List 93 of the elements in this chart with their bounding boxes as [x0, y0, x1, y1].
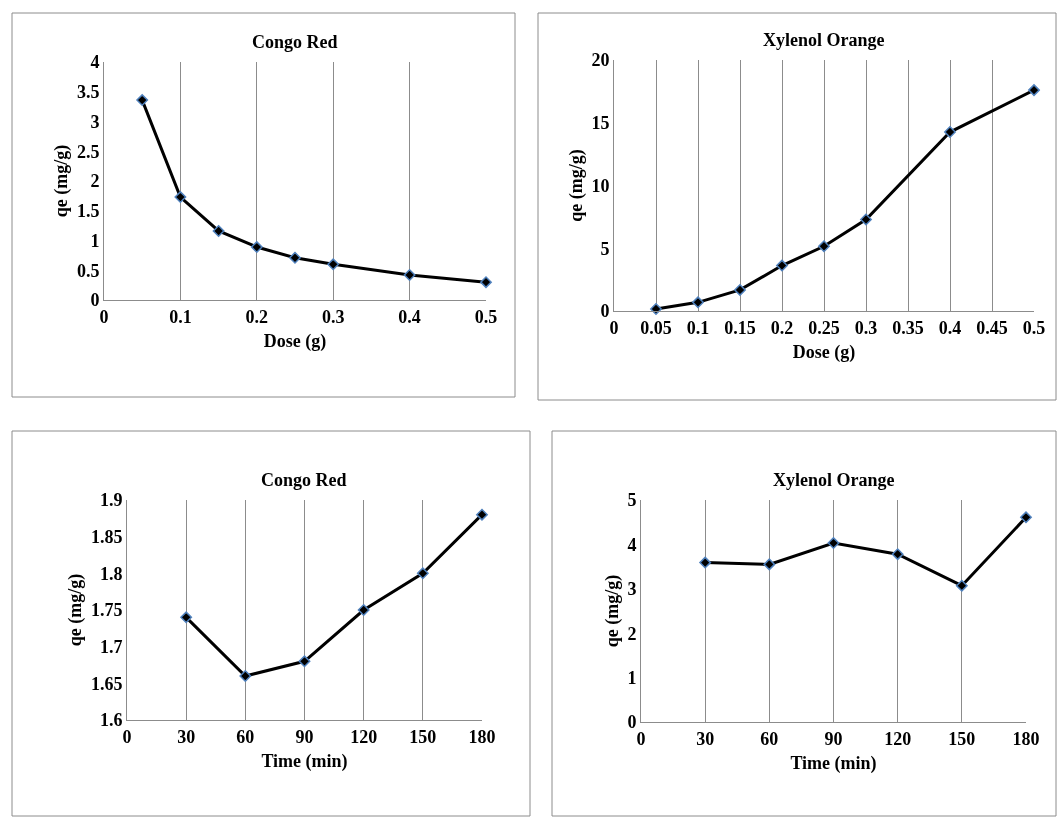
- y-tick-label: 1: [90, 230, 100, 251]
- y-axis-title: qe (mg/g): [601, 574, 623, 648]
- x-tick-label: 0.4: [938, 317, 962, 338]
- y-tick-label: 0: [90, 290, 100, 311]
- x-tick-label: 180: [1012, 728, 1040, 749]
- point: [416, 567, 429, 580]
- y-tick-label: 10: [591, 175, 610, 196]
- x-axis-title: Time (min): [790, 752, 877, 774]
- point: [891, 548, 904, 561]
- point: [403, 269, 416, 281]
- y-tick-label: 3: [90, 111, 100, 132]
- y-tick-label: 4: [90, 52, 100, 73]
- point: [734, 283, 746, 296]
- y-tick-label: 1.65: [90, 673, 123, 694]
- point: [289, 251, 301, 264]
- y-axis-title: qe (mg/g): [565, 149, 587, 222]
- point: [1028, 84, 1040, 97]
- x-axis-title: Dose (g): [263, 330, 327, 352]
- y-tick-label: 1.8: [99, 563, 123, 584]
- x-tick-label: 0.5: [1022, 317, 1046, 338]
- point: [763, 558, 776, 571]
- x-tick-label: 180: [468, 726, 496, 747]
- point: [650, 303, 662, 315]
- chart-title: Congo Red: [252, 32, 338, 52]
- y-tick-label: 0: [627, 712, 637, 733]
- y-tick-label: 1.7: [99, 636, 123, 657]
- point: [827, 537, 840, 550]
- point: [476, 508, 488, 521]
- x-tick-label: 0.2: [245, 306, 269, 327]
- y-tick-label: 5: [627, 490, 637, 511]
- x-tick-label: 0.3: [321, 306, 345, 327]
- point: [860, 213, 872, 226]
- chart-title: Xylenol Orange: [763, 30, 885, 50]
- x-tick-label: 120: [350, 726, 378, 747]
- x-tick-label: 60: [760, 728, 779, 749]
- y-tick-label: 0.5: [76, 260, 100, 281]
- point: [180, 611, 193, 624]
- x-tick-label: 0.1: [169, 306, 192, 327]
- x-tick-label: 90: [295, 726, 314, 747]
- x-tick-label: 120: [884, 728, 912, 749]
- y-tick-label: 3: [627, 579, 637, 600]
- y-tick-label: 20: [591, 50, 610, 71]
- point: [944, 126, 956, 138]
- y-tick-label: 1: [627, 667, 637, 688]
- y-tick-label: 5: [600, 238, 610, 259]
- y-axis-title: qe (mg/g): [65, 573, 87, 647]
- chart-title: Congo Red: [261, 470, 347, 490]
- point: [692, 296, 704, 309]
- y-tick-label: 4: [627, 534, 637, 555]
- y-tick-label: 15: [591, 113, 610, 134]
- point: [239, 670, 252, 682]
- x-tick-label: 150: [948, 728, 976, 749]
- x-tick-label: 150: [409, 726, 437, 747]
- point: [699, 556, 712, 569]
- x-tick-label: 0.05: [640, 317, 672, 338]
- x-tick-label: 0.2: [770, 317, 794, 338]
- point: [480, 276, 492, 289]
- point: [776, 259, 788, 272]
- y-tick-label: 1.85: [90, 526, 123, 547]
- x-tick-label: 60: [236, 726, 255, 747]
- point: [250, 241, 263, 253]
- y-tick-label: 2: [90, 171, 100, 192]
- point: [955, 579, 968, 592]
- x-tick-label: 0.3: [854, 317, 878, 338]
- y-tick-label: 2: [627, 623, 637, 644]
- x-tick-label: 0.4: [398, 306, 421, 327]
- x-tick-label: 0.25: [808, 317, 840, 338]
- x-tick-label: 0.15: [724, 317, 756, 338]
- x-tick-label: 30: [177, 726, 196, 747]
- x-tick-label: 30: [696, 728, 715, 749]
- y-tick-label: 1.9: [99, 490, 123, 511]
- point: [357, 604, 370, 616]
- x-tick-label: 0.1: [686, 317, 710, 338]
- chart-title: Xylenol Orange: [773, 470, 895, 490]
- point: [136, 94, 149, 107]
- point: [327, 258, 340, 271]
- x-axis-title: Time (min): [261, 750, 348, 772]
- x-tick-label: 0.5: [474, 306, 498, 327]
- point: [818, 240, 830, 253]
- x-tick-label: 0.35: [892, 317, 924, 338]
- y-axis-title: qe (mg/g): [51, 144, 73, 218]
- y-tick-label: 1.75: [90, 600, 123, 621]
- point: [212, 225, 225, 237]
- y-tick-label: 1.5: [76, 201, 100, 222]
- y-tick-label: 3.5: [76, 82, 100, 103]
- point: [174, 191, 187, 204]
- y-tick-label: 1.6: [99, 710, 123, 731]
- point: [1020, 511, 1032, 524]
- y-tick-label: 2.5: [76, 141, 100, 162]
- x-tick-label: 90: [824, 728, 843, 749]
- point: [298, 655, 311, 668]
- x-axis-title: Dose (g): [792, 341, 856, 363]
- x-tick-label: 0.45: [976, 317, 1008, 338]
